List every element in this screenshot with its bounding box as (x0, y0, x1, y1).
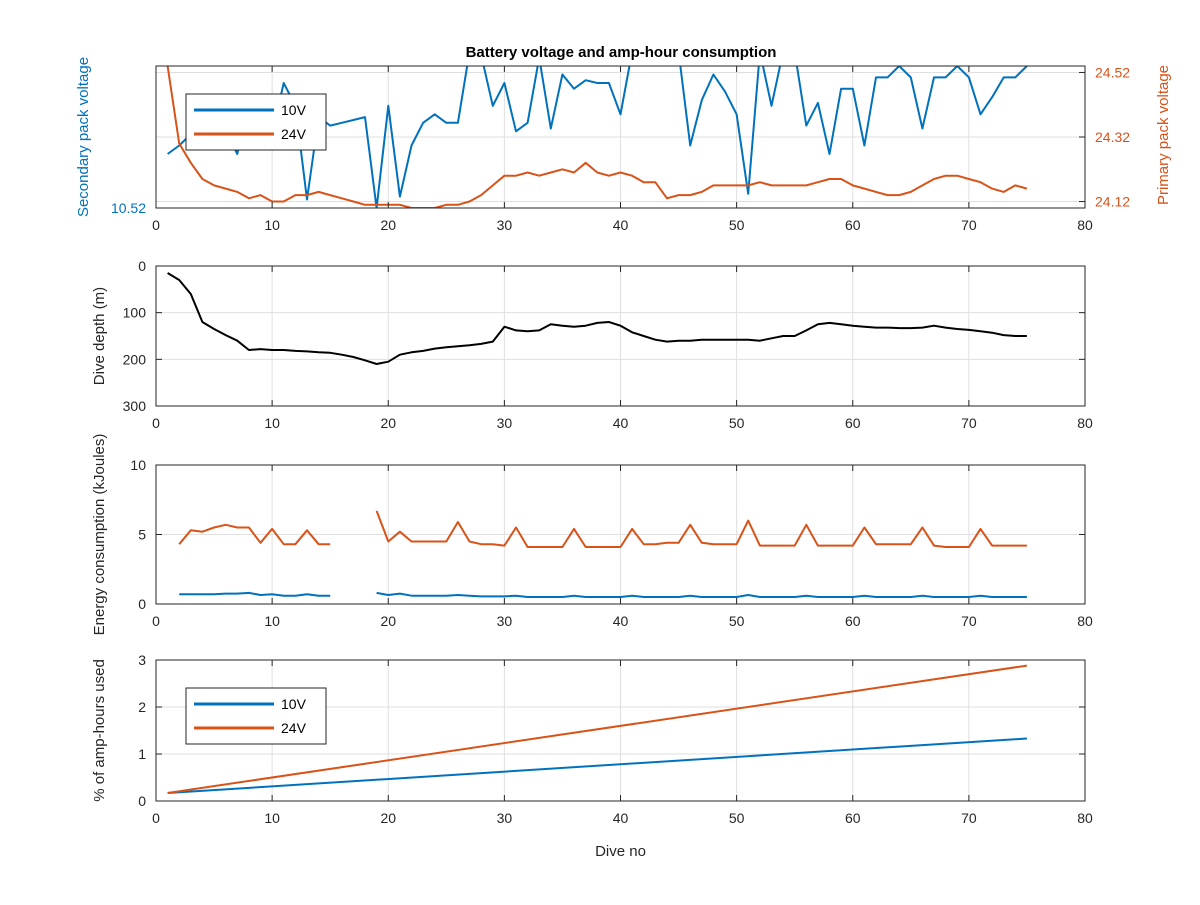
series-group (167, 272, 1027, 365)
x-tick-label: 10 (264, 415, 280, 431)
y-axis-label: Dive depth (m) (91, 287, 108, 385)
series-group (178, 510, 1027, 598)
x-axis-label: Dive no (595, 843, 646, 860)
y-tick-label: 10 (130, 457, 146, 473)
x-tick-label: 70 (961, 613, 977, 629)
x-tick-label: 70 (961, 415, 977, 431)
series-line-voltage-10v (167, 66, 1028, 208)
x-tick-label: 20 (380, 613, 396, 629)
y-tick-label: 0 (138, 258, 146, 274)
subplot-depth: 0 10 20 30 40 50 60 70 80 0 100 200 300 Dive depth (m… (91, 258, 1093, 431)
x-tick-label: 40 (613, 217, 629, 233)
x-axis: 0 10 20 30 40 50 60 70 80 (152, 465, 1093, 629)
y-tick-label: 10.52 (111, 200, 146, 216)
y-tick-label: 2 (138, 699, 146, 715)
series-line-amphours-24v (167, 664, 1028, 794)
figure-title: Battery voltage and amp-hour consumption (466, 44, 777, 61)
y-axis-left: 0 1 2 3 (138, 652, 1085, 809)
x-axis: 0 10 20 30 40 50 60 70 80 (152, 66, 1093, 233)
y-tick-label-right: 24.32 (1095, 129, 1130, 145)
x-tick-label: 10 (264, 613, 280, 629)
series-line-voltage-24v (166, 66, 1028, 208)
series-line-energy-10v-seg0 (178, 523, 331, 546)
legend-label-24v: 24V (281, 720, 307, 736)
y-axis-label: Secondary pack voltage (75, 57, 92, 217)
x-tick-label: 30 (497, 810, 513, 826)
x-tick-label: 80 (1077, 613, 1093, 629)
y-axis-label-right: Primary pack voltage (1155, 65, 1172, 205)
x-tick-label: 0 (152, 613, 160, 629)
y-tick-label: 100 (123, 305, 147, 321)
x-tick-label: 40 (613, 613, 629, 629)
x-tick-label: 40 (613, 810, 629, 826)
subplot-voltage: 0 10 20 30 40 50 60 70 80 10.52 Secondary pack vol… (75, 57, 1172, 233)
x-tick-label: 10 (264, 810, 280, 826)
x-tick-label: 70 (961, 217, 977, 233)
grid (156, 266, 1085, 406)
y-axis-left: 0 100 200 300 (123, 258, 1085, 414)
y-tick-label: 200 (123, 351, 147, 367)
legend-label-10v: 10V (281, 102, 307, 118)
x-tick-label: 60 (845, 613, 861, 629)
legend-label-10v: 10V (281, 696, 307, 712)
y-tick-label-right: 24.12 (1095, 194, 1130, 210)
x-tick-label: 20 (380, 415, 396, 431)
x-tick-label: 30 (497, 415, 513, 431)
subplot-amphours: 0 10 20 30 40 50 60 70 80 Dive no 0 1 2 3 % of amp-hou… (91, 652, 1093, 860)
x-tick-label: 20 (380, 810, 396, 826)
series-group (167, 664, 1028, 794)
x-tick-label: 80 (1077, 217, 1093, 233)
x-tick-label: 0 (152, 810, 160, 826)
legend: 10V 24V (185, 93, 327, 151)
x-tick-label: 80 (1077, 810, 1093, 826)
y-tick-label: 0 (138, 793, 146, 809)
y-axis-right: 24.12 24.32 24.52 Primary pack voltage (1079, 64, 1172, 210)
series-line-energy-10v-seg1 (375, 510, 1027, 548)
x-tick-label: 0 (152, 415, 160, 431)
subplot-energy: 0 10 20 30 40 50 60 70 80 0 5 10 Energy consumption … (91, 434, 1093, 636)
x-tick-label: 10 (264, 217, 280, 233)
y-tick-label: 3 (138, 652, 146, 668)
y-axis-label: % of amp-hours used (91, 659, 108, 802)
series-group (166, 66, 1028, 208)
series-line-energy-24v-seg0 (179, 591, 331, 597)
series-line-amphours-10v (167, 737, 1027, 794)
x-tick-label: 60 (845, 810, 861, 826)
y-axis-label: Energy consumption (kJoules) (91, 434, 108, 636)
x-tick-label: 20 (380, 217, 396, 233)
x-tick-label: 50 (729, 217, 745, 233)
x-tick-label: 60 (845, 217, 861, 233)
x-tick-label: 50 (729, 810, 745, 826)
legend-box (185, 687, 327, 745)
legend: 10V 24V (185, 687, 327, 745)
y-axis-left: 0 5 10 (130, 457, 1085, 612)
x-tick-label: 60 (845, 415, 861, 431)
x-tick-label: 50 (729, 415, 745, 431)
legend-label-24v: 24V (281, 126, 307, 142)
x-tick-label: 0 (152, 217, 160, 233)
y-tick-label-right: 24.52 (1095, 64, 1130, 80)
x-axis: 0 10 20 30 40 50 60 70 80 (152, 660, 1093, 826)
x-tick-label: 30 (497, 613, 513, 629)
y-tick-label: 5 (138, 527, 146, 543)
y-tick-label: 0 (138, 596, 146, 612)
x-tick-label: 40 (613, 415, 629, 431)
y-tick-label: 1 (138, 746, 146, 762)
x-tick-label: 50 (729, 613, 745, 629)
series-line-energy-24v-seg1 (376, 591, 1027, 598)
x-tick-label: 70 (961, 810, 977, 826)
x-axis: 0 10 20 30 40 50 60 70 80 (152, 266, 1093, 431)
x-tick-label: 80 (1077, 415, 1093, 431)
y-tick-label: 300 (123, 398, 147, 414)
x-tick-label: 30 (497, 217, 513, 233)
legend-box (185, 93, 327, 151)
y-axis-left: 10.52 (111, 200, 162, 216)
series-line-depth-depth (167, 272, 1027, 365)
